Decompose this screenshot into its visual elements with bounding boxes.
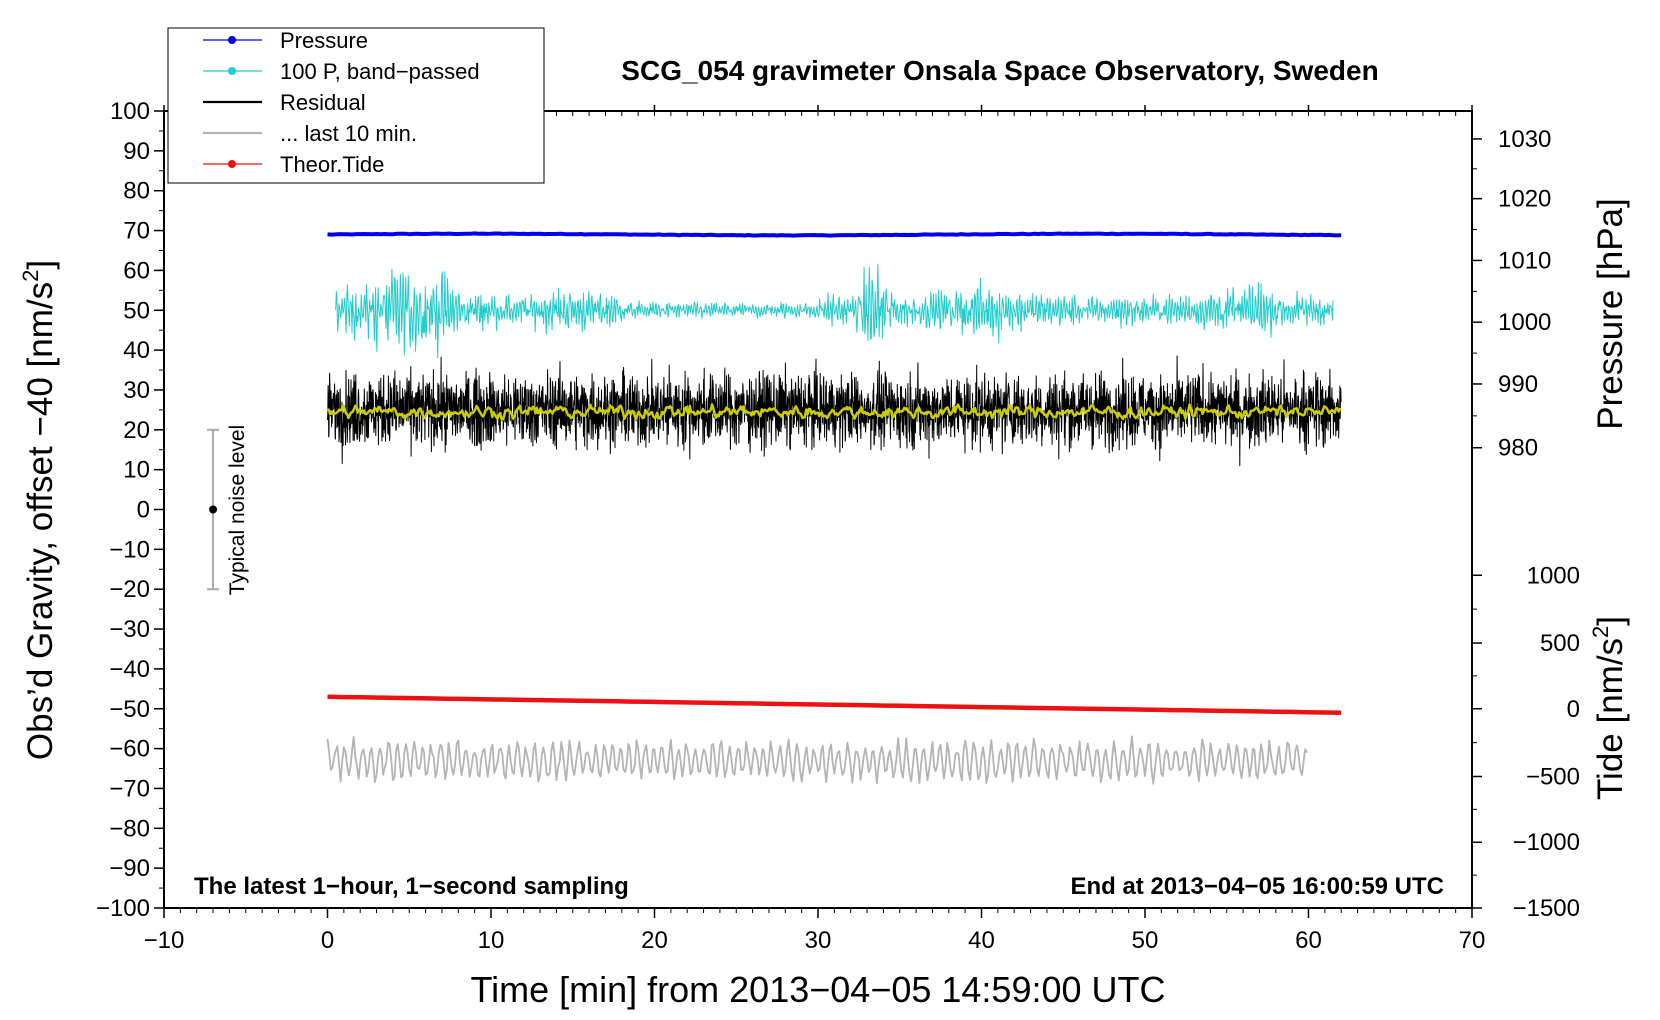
legend: Pressure 100 P, band−passed Residual ... la…	[167, 27, 545, 184]
y-tick-label: 70	[123, 218, 150, 245]
x-tick-label: 60	[1295, 927, 1322, 954]
y-tick-label: −10	[109, 536, 150, 563]
tide-tick-labels: 1000 500 0 −500 −1000 −1500	[1513, 562, 1580, 922]
y-tick-label: 60	[123, 257, 150, 284]
series-layer	[326, 231, 1342, 785]
pressure-tick-label: 1020	[1498, 186, 1551, 213]
noise-bar	[207, 428, 220, 591]
x-axis-label: Time [min] from 2013−04−05 14:59:00 UTC	[470, 969, 1165, 1010]
pressure-tick-labels: 1030 1020 1010 1000 990 980	[1498, 126, 1551, 462]
legend-entry-label: 100 P, band−passed	[280, 59, 480, 84]
pressure-tick-label: 1010	[1498, 247, 1551, 274]
y-tick-label: −20	[109, 576, 150, 603]
y-tick-label: 10	[123, 457, 150, 484]
y-axis-label-left-end: ]	[21, 260, 60, 270]
x-tick-label: 10	[478, 927, 505, 954]
x-tick-label: 50	[1132, 927, 1159, 954]
legend-entry-label: ... last 10 min.	[280, 121, 417, 146]
pressure-axis-label: Pressure [hPa]	[1591, 198, 1630, 430]
minor-ticks	[159, 110, 1477, 913]
y-tick-label: −60	[109, 736, 150, 763]
y-tick-label: 30	[123, 377, 150, 404]
y-tick-labels: 1009080706050403020100−10−20−30−40−50−60…	[96, 98, 150, 922]
y-tick-label: 20	[123, 417, 150, 444]
x-tick-label: 40	[968, 927, 995, 954]
y-tick-label: −80	[109, 815, 150, 842]
y-tick-label: 40	[123, 337, 150, 364]
tide-axis-label-end: ]	[1591, 616, 1630, 626]
pressure-tick-label: 1030	[1498, 126, 1551, 153]
annotation-bottom-right: End at 2013−04−05 16:00:59 UTC	[1070, 873, 1444, 900]
tide-axis-label-main: Tide [nm/s	[1591, 638, 1630, 800]
tide-tick-label: −500	[1526, 763, 1580, 790]
tide-tick-label: 0	[1567, 696, 1580, 723]
tide-tick-label: 500	[1540, 630, 1580, 657]
y-tick-label: −90	[109, 855, 150, 882]
series-pressure	[327, 231, 1342, 238]
pressure-tick-label: 990	[1498, 371, 1538, 398]
chart-title: SCG_054 gravimeter Onsala Space Observat…	[621, 55, 1378, 86]
annotation-bottom-left: The latest 1−hour, 1−second sampling	[194, 873, 629, 900]
y-tick-label: −50	[109, 696, 150, 723]
y-tick-label: 90	[123, 138, 150, 165]
series-last-10-min	[326, 735, 1308, 785]
series-residual-smoothed	[327, 403, 1342, 421]
x-tick-label: 20	[641, 927, 668, 954]
y-tick-label: −70	[109, 775, 150, 802]
series-theoretical-tide	[327, 694, 1342, 715]
x-tick-label: 70	[1459, 927, 1486, 954]
series-residual	[327, 355, 1342, 467]
tide-axis-label-sup: 2	[1588, 626, 1613, 638]
y-axis-label-left: Obs’d Gravity, offset −40 [nm/s2]	[18, 260, 60, 760]
y-tick-label: 50	[123, 297, 150, 324]
tide-tick-label: −1000	[1513, 829, 1580, 856]
tide-axis-label: Tide [nm/s2]	[1588, 616, 1630, 800]
tide-tick-label: 1000	[1527, 562, 1580, 589]
y-tick-label: −40	[109, 656, 150, 683]
legend-swatch-marker	[228, 160, 236, 168]
x-tick-label: 0	[321, 927, 334, 954]
noise-bar-center-dot	[209, 505, 218, 514]
x-tick-labels: −10 0 10 20 30 40 50 60 70	[144, 927, 1486, 954]
pressure-tick-label: 980	[1498, 435, 1538, 462]
y-axis-label-left-sup: 2	[18, 270, 43, 282]
legend-entry-label: Pressure	[280, 28, 368, 53]
x-tick-label: −10	[144, 927, 185, 954]
legend-entry-label: Residual	[280, 90, 366, 115]
legend-entry-label: Theor.Tide	[280, 152, 384, 177]
y-tick-label: 100	[110, 98, 150, 125]
legend-swatch-marker	[228, 36, 236, 44]
tide-tick-label: −1500	[1513, 895, 1580, 922]
x-tick-label: 30	[805, 927, 832, 954]
series-pressure-bandpassed	[335, 263, 1334, 359]
plot-frame	[163, 110, 1473, 909]
noise-bar-label: Typical noise level	[226, 425, 249, 595]
y-tick-label: 0	[137, 497, 150, 524]
major-ticks	[154, 105, 1482, 918]
legend-entries: Pressure 100 P, band−passed Residual ... la…	[203, 28, 480, 177]
legend-box	[167, 27, 545, 184]
y-axis-label-left-main: Obs’d Gravity, offset −40 [nm/s	[21, 282, 60, 760]
legend-swatch-marker	[228, 67, 236, 75]
y-tick-label: −100	[96, 895, 150, 922]
y-tick-label: 80	[123, 178, 150, 205]
y-tick-label: −30	[109, 616, 150, 643]
pressure-tick-label: 1000	[1498, 309, 1551, 336]
